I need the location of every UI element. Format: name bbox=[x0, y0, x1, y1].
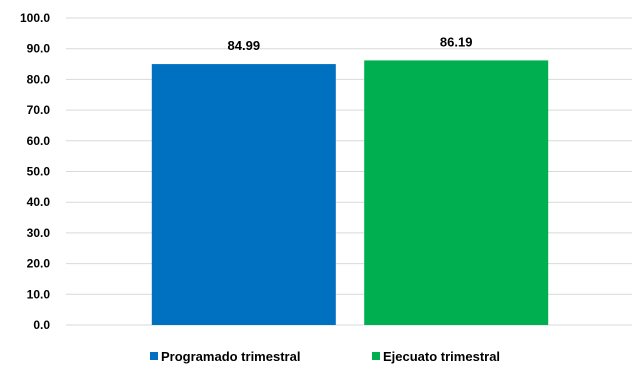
bar-1 bbox=[151, 64, 336, 326]
bar-2 bbox=[364, 60, 549, 326]
data-label-2: 86.19 bbox=[440, 34, 473, 49]
legend-swatch-1 bbox=[150, 352, 158, 360]
y-tick-label: 20.0 bbox=[27, 257, 51, 271]
y-tick-label: 60.0 bbox=[27, 134, 51, 148]
y-tick-label: 50.0 bbox=[27, 165, 51, 179]
legend-label-2: Ejecuato trimestral bbox=[383, 349, 500, 364]
data-labels: 84.99 86.19 bbox=[228, 34, 473, 53]
y-tick-label: 0.0 bbox=[33, 318, 50, 332]
y-tick-label: 40.0 bbox=[27, 195, 51, 209]
legend-label-1: Programado trimestral bbox=[161, 349, 300, 364]
y-tick-label: 70.0 bbox=[27, 103, 51, 117]
y-tick-label: 30.0 bbox=[27, 226, 51, 240]
y-tick-label: 80.0 bbox=[27, 72, 51, 86]
y-tick-label: 100.0 bbox=[20, 11, 50, 25]
legend-swatch-2 bbox=[372, 352, 380, 360]
data-label-1: 84.99 bbox=[228, 38, 261, 53]
y-tick-label: 10.0 bbox=[27, 287, 51, 301]
legend: Programado trimestral Ejecuato trimestral bbox=[150, 349, 500, 364]
y-tick-label: 90.0 bbox=[27, 42, 51, 56]
bars bbox=[151, 60, 549, 326]
y-axis-ticks: 0.0 10.0 20.0 30.0 40.0 50.0 60.0 70.0 80.0 90.0 1… bbox=[20, 11, 50, 332]
